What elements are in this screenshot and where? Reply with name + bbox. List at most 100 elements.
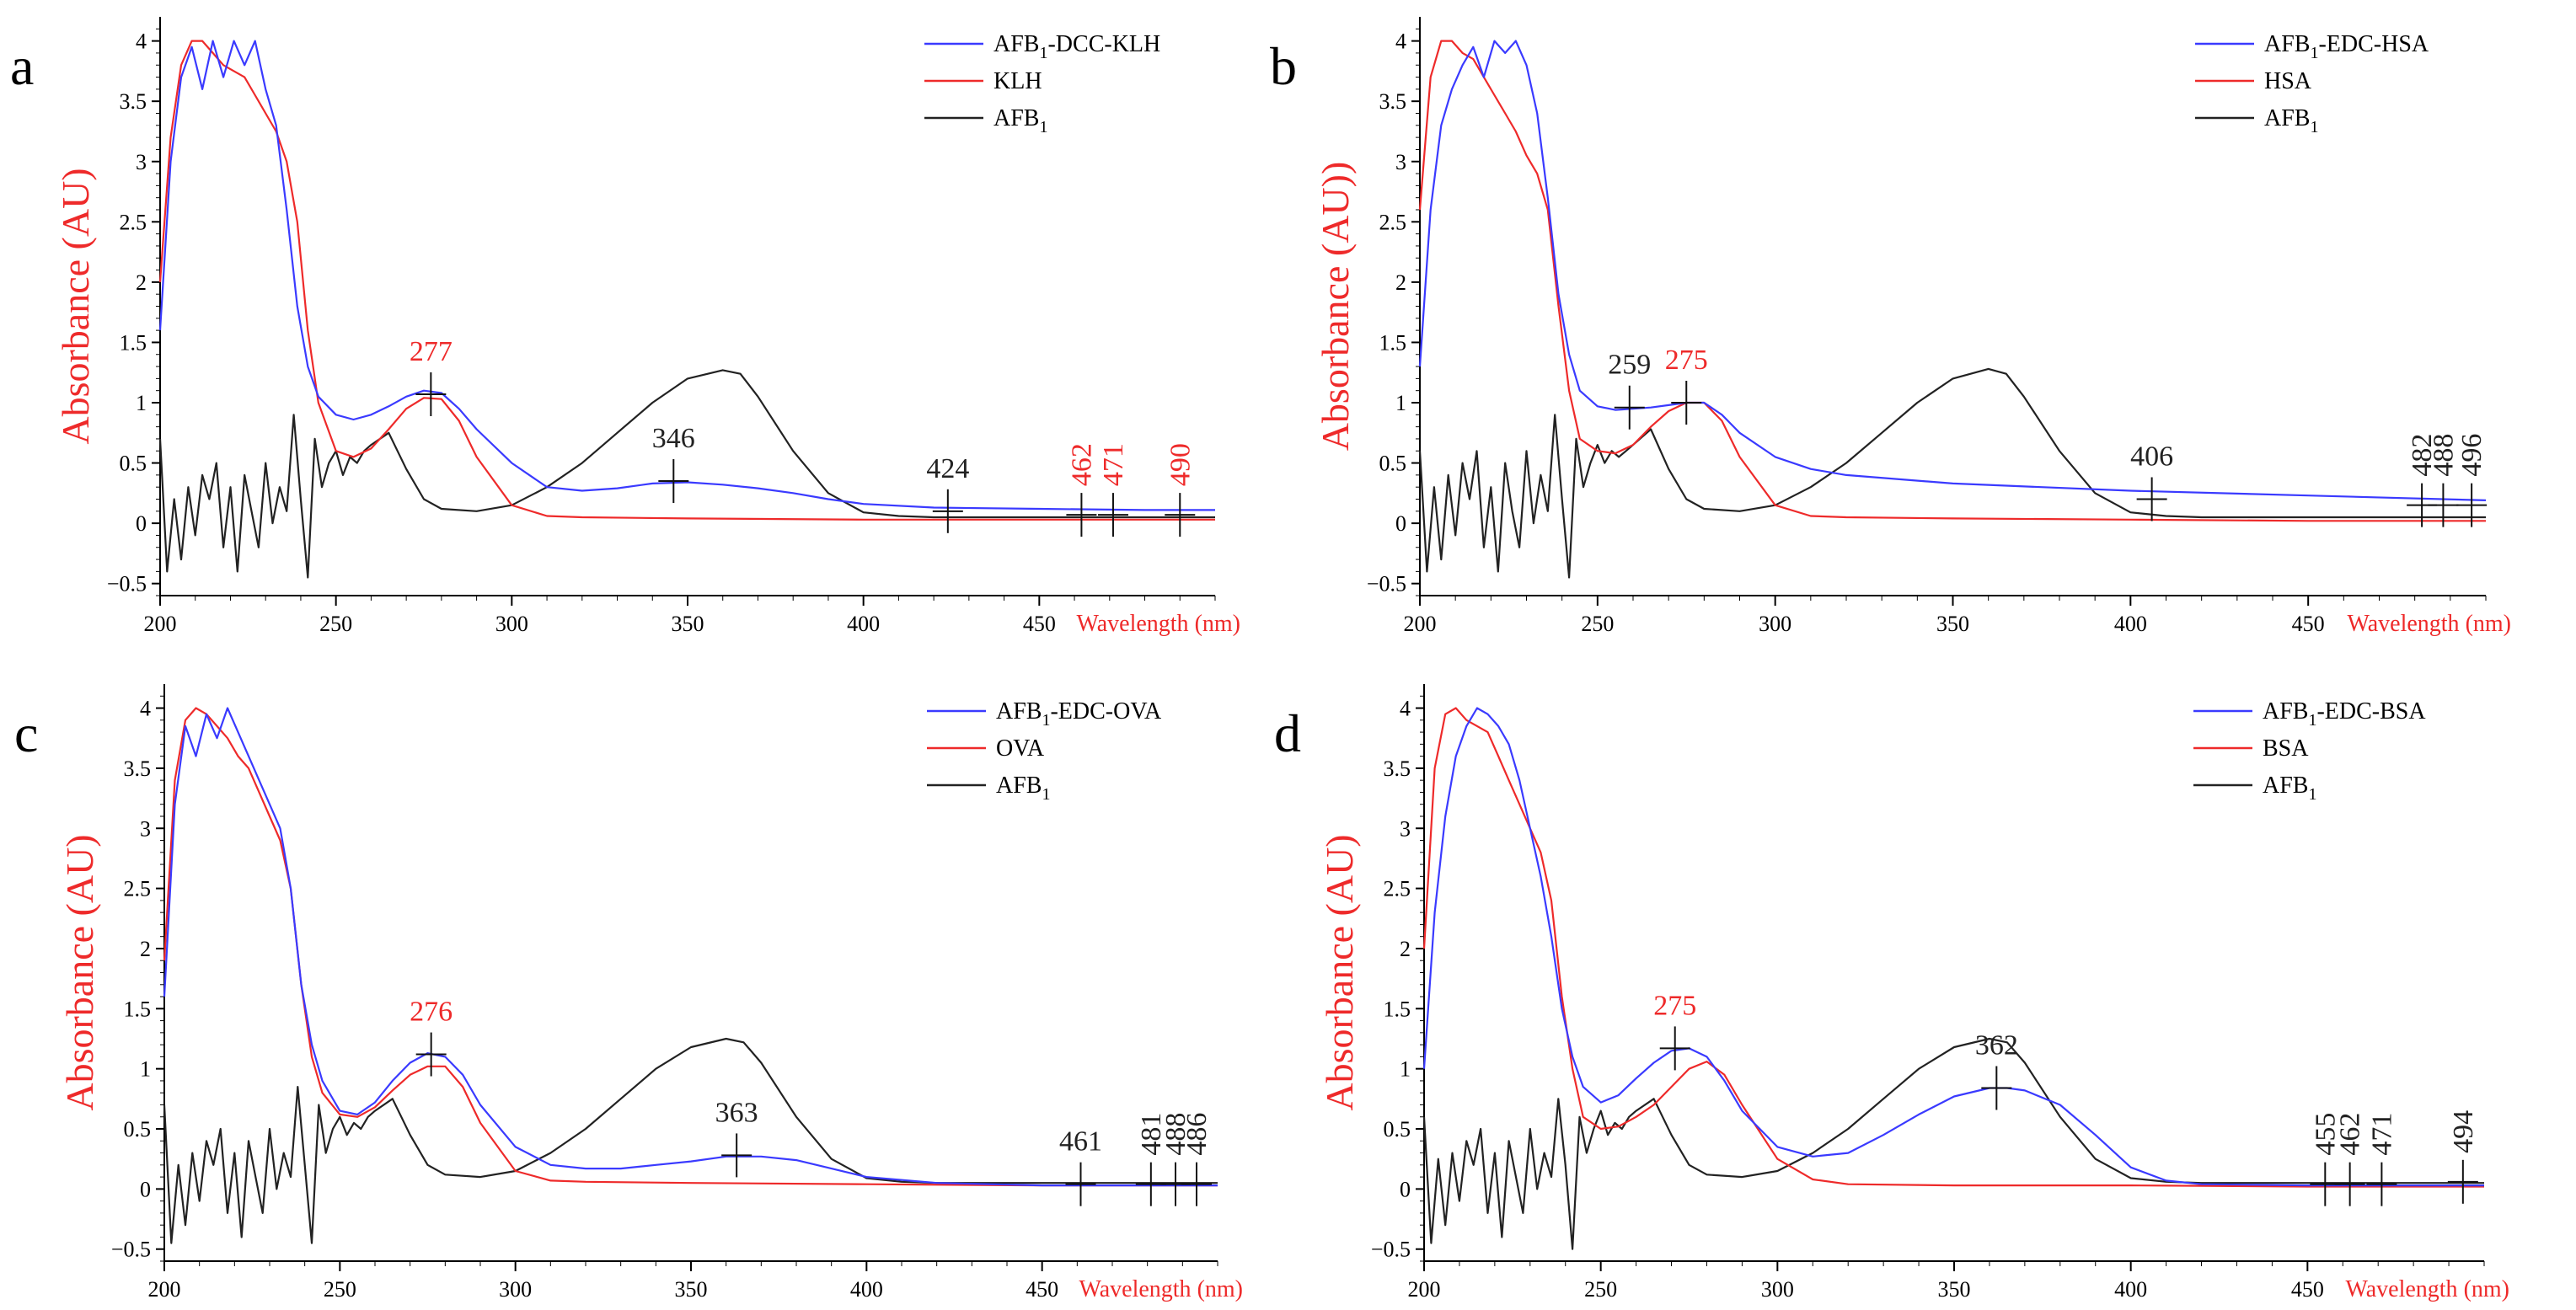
peak-label: 481	[1136, 1113, 1167, 1156]
peak-annotation: 488	[1160, 1113, 1192, 1206]
x-axis-label: Wavelength (nm)	[2348, 611, 2511, 637]
peak-annotation: 494	[2447, 1110, 2479, 1204]
peak-label: 277	[410, 336, 453, 367]
legend-item: AFB1-EDC-HSA	[2195, 31, 2429, 62]
peak-label: 496	[2456, 434, 2488, 477]
peak-label: 424	[926, 453, 969, 484]
peak-label: 461	[1059, 1126, 1102, 1158]
x-tick-label: 450	[1026, 1277, 1058, 1302]
y-axis-label: Absorbance (AU))	[1314, 162, 1357, 452]
series-line-red	[1418, 40, 2486, 522]
series-line-red	[163, 707, 1218, 1187]
x-tick-label: 250	[1584, 1277, 1617, 1302]
x-tick-label: 300	[499, 1277, 532, 1302]
y-tick-label: 4	[136, 29, 147, 54]
series-line-red	[158, 40, 1215, 521]
legend-item: AFB1-EDC-BSA	[2193, 698, 2426, 730]
x-tick-label: 400	[850, 1277, 883, 1302]
y-tick-label: 0.5	[120, 452, 147, 476]
peak-label: 471	[2366, 1113, 2397, 1156]
y-tick-label: 2	[140, 937, 151, 961]
peak-annotation: 275	[1665, 345, 1708, 425]
x-tick-label: 300	[495, 612, 528, 636]
series-line-black	[158, 369, 1215, 579]
y-tick-label: 1.5	[1384, 997, 1411, 1021]
peak-label: 488	[1160, 1113, 1192, 1156]
peak-label: 462	[2335, 1113, 2366, 1156]
y-tick-label: 2	[1400, 937, 1411, 961]
peak-annotation: 259	[1608, 350, 1651, 430]
y-tick-label: 3	[1395, 150, 1406, 174]
panel-label: d	[1274, 703, 1301, 763]
y-tick-label: 1	[140, 1057, 151, 1082]
y-tick-label: 0	[140, 1177, 151, 1201]
panel-a: a Absorbance (AU) −0.5 0 0.5 1 1.5 2 2.5 3 3.5 4 200…	[10, 17, 1240, 637]
y-tick-label: 2.5	[124, 877, 152, 901]
legend-item: AFB1	[2195, 105, 2318, 136]
y-tick-label: 3.5	[1384, 757, 1411, 781]
series-line-black	[1422, 1037, 2484, 1250]
legend-item: AFB1	[2193, 773, 2316, 804]
y-tick-label: −0.5	[107, 572, 147, 596]
legend-item: KLH	[924, 68, 1042, 94]
x-tick-label: 350	[1938, 1277, 1971, 1302]
peak-annotation: 276	[410, 997, 453, 1077]
y-tick-label: 1.5	[120, 330, 147, 355]
legend-item: AFB1	[927, 773, 1050, 804]
peak-annotation: 362	[1975, 1030, 2018, 1110]
series-line-blue	[158, 40, 1215, 511]
peak-annotation: 277	[410, 336, 453, 416]
peak-label: 275	[1665, 345, 1708, 376]
x-tick-label: 450	[1023, 612, 1056, 636]
peak-annotation: 462	[2334, 1113, 2366, 1206]
series-line-blue	[1418, 40, 2487, 501]
x-tick-label: 250	[319, 612, 352, 636]
peak-label: 276	[410, 997, 453, 1028]
legend-label: HSA	[2264, 68, 2312, 94]
legend-label: AFB1-EDC-BSA	[2263, 698, 2426, 730]
y-tick-label: 4	[140, 697, 151, 721]
legend-label: AFB1	[2264, 105, 2318, 136]
x-tick-label: 200	[144, 612, 177, 636]
x-axis-label: Wavelength (nm)	[2346, 1276, 2509, 1302]
y-tick-label: −0.5	[1367, 572, 1406, 596]
y-axis-label: Absorbance (AU)	[58, 834, 101, 1110]
y-tick-label: 3.5	[124, 757, 152, 781]
panel-b: b Absorbance (AU)) −0.5 0 0.5 1 1.5 2 2.5 3 3.5 4 20…	[1270, 17, 2511, 637]
series-line-red	[1422, 707, 2484, 1188]
x-tick-label: 300	[1761, 1277, 1794, 1302]
legend-label: KLH	[993, 68, 1042, 94]
legend-item: AFB1	[924, 105, 1047, 136]
y-tick-label: −0.5	[111, 1238, 151, 1262]
y-tick-label: 1	[1395, 391, 1406, 415]
y-tick-label: 3	[136, 150, 147, 174]
peak-annotation: 275	[1653, 990, 1696, 1071]
y-tick-label: 2.5	[1384, 877, 1411, 901]
x-tick-label: 200	[1408, 1277, 1441, 1302]
y-tick-label: 1.5	[124, 997, 152, 1021]
x-tick-label: 400	[847, 612, 880, 636]
y-tick-label: 3	[1400, 816, 1411, 841]
peak-annotation: 482	[2407, 434, 2438, 527]
peak-label: 494	[2448, 1110, 2479, 1153]
panel-d: d Absorbance (AU) −0.5 0 0.5 1 1.5 2 2.5 3 3.5 4 200…	[1274, 684, 2509, 1302]
y-tick-label: 4	[1400, 697, 1411, 721]
x-tick-label: 450	[2292, 612, 2325, 636]
peak-annotation: 462	[1066, 443, 1097, 537]
y-tick-label: 3	[140, 816, 151, 841]
peak-label: 346	[652, 423, 695, 454]
y-tick-label: 0.5	[124, 1117, 152, 1142]
series-line-blue	[163, 707, 1218, 1187]
peak-annotation: 406	[2130, 441, 2173, 521]
y-tick-label: 1	[136, 391, 147, 415]
x-axis-label: Wavelength (nm)	[1077, 611, 1240, 637]
legend-item: HSA	[2195, 68, 2312, 94]
panel-label: c	[14, 703, 38, 763]
x-tick-label: 400	[2114, 1277, 2147, 1302]
y-axis-label: Absorbance (AU)	[54, 168, 97, 444]
peak-annotation: 490	[1165, 443, 1196, 537]
peak-annotation: 424	[926, 453, 969, 533]
x-tick-label: 350	[675, 1277, 708, 1302]
series-line-black	[1418, 367, 2486, 579]
